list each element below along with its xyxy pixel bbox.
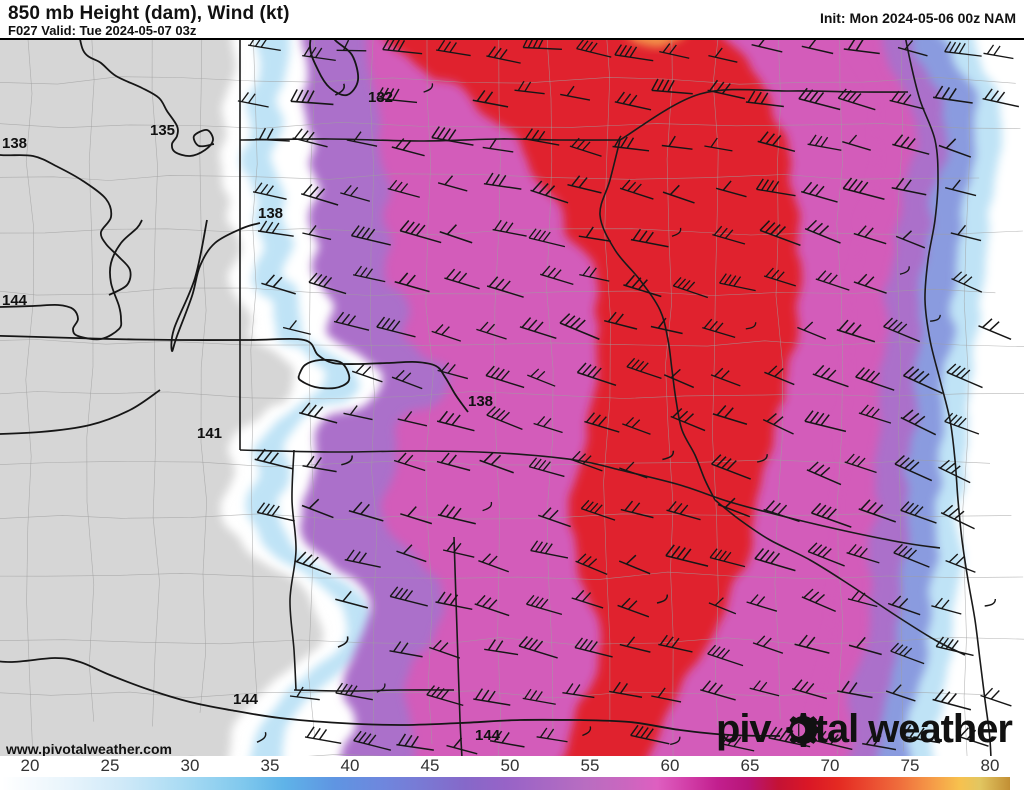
svg-text:135: 135 xyxy=(150,122,175,139)
svg-text:piv: piv xyxy=(716,707,771,751)
svg-text:138: 138 xyxy=(468,393,493,410)
svg-text:144: 144 xyxy=(233,691,259,708)
svg-text:144: 144 xyxy=(2,292,28,309)
svg-text:tal weather: tal weather xyxy=(815,707,1013,751)
svg-text:138: 138 xyxy=(2,135,27,152)
svg-text:138: 138 xyxy=(258,205,283,222)
svg-text:141: 141 xyxy=(197,425,222,442)
